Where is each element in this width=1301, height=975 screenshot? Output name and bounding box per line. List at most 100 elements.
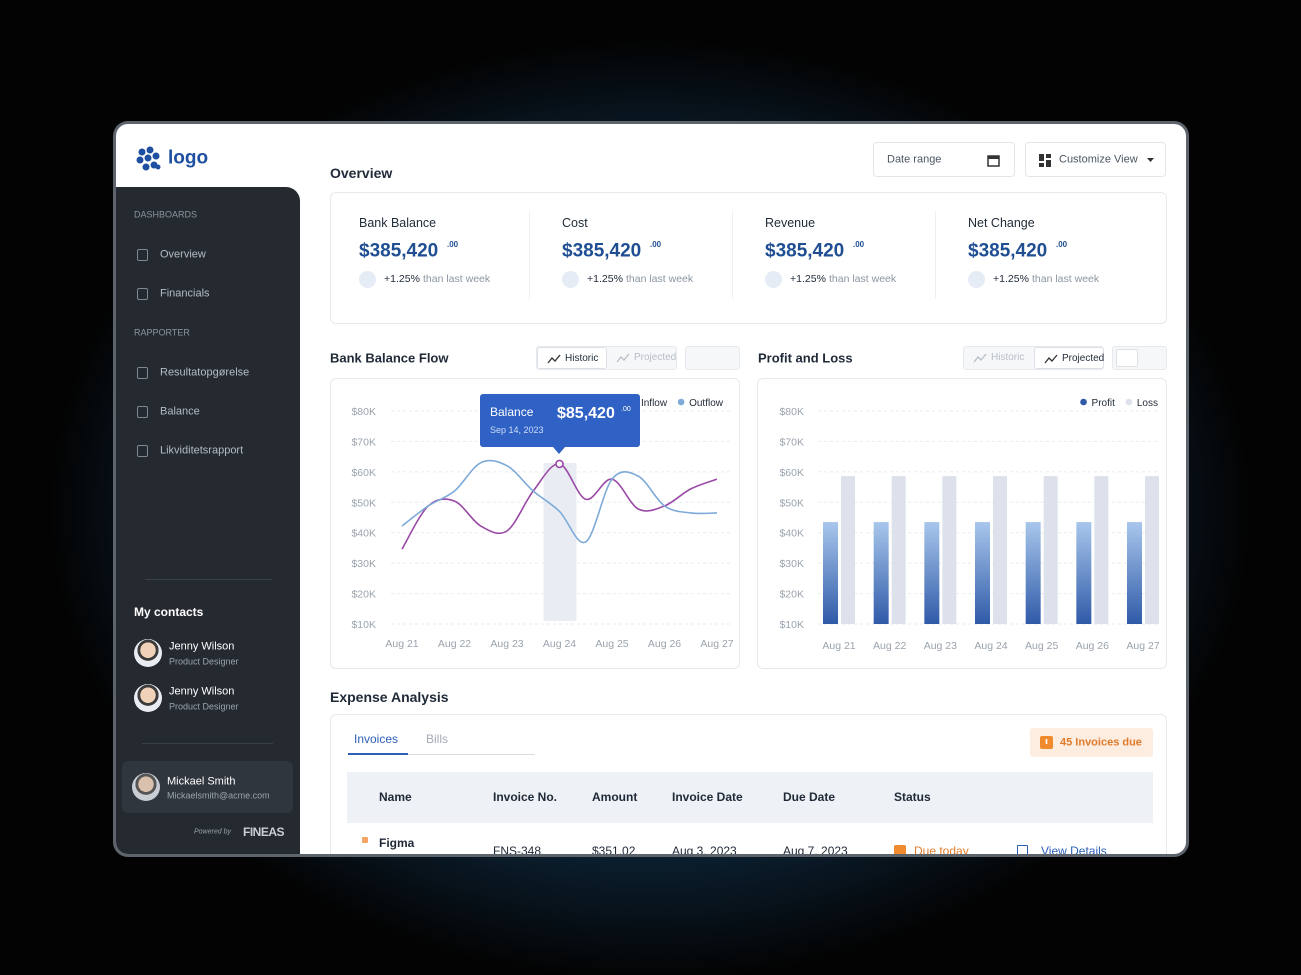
user-name: Mickael Smith [167,775,236,788]
user-email: Mickaelsmith@acme.com [167,790,270,801]
y-tick-label: $40K [779,528,804,540]
toggle-option[interactable]: Historic [964,347,1034,369]
bar [823,522,838,624]
legend-dot [1125,398,1133,406]
toggle-option[interactable]: Projected [607,347,677,369]
toggle-icon [1044,354,1058,364]
app-window: logo Overview Date range Customize View … [116,124,1186,854]
cell: Figma [379,836,415,850]
x-tick-label: Aug 22 [873,640,906,652]
kpi-change: +1.25% [587,272,623,285]
date-range-label: Date range [887,153,942,166]
chart-card: $10K $20K $30K $40K $50K $60K $70K $80K Aug 21 Au… [757,378,1167,669]
bar [975,522,990,624]
nav-icon [137,367,148,379]
calendar-icon [987,155,1000,167]
icon-line [1044,354,1058,364]
bar [841,476,855,624]
bar [891,476,906,624]
avatar [132,773,160,801]
bar [1043,476,1058,624]
icon-bar [695,349,717,367]
view-toggle[interactable]: Historic Projected [536,346,677,370]
y-tick-label: $10K [779,619,804,631]
hover-band [543,463,577,621]
chart-type-toggle[interactable] [685,346,740,370]
nav-item: Overview [160,248,206,261]
contact-role: Product Designer [169,701,239,712]
tooltip [480,394,640,454]
view-toggle[interactable]: Historic Projected [963,346,1104,370]
tab-underline [348,753,408,755]
column-header: Invoice No. [493,790,558,804]
kpi-note: than last week [626,272,694,285]
kpi-label: Bank Balance [359,215,437,230]
bar [942,476,957,624]
divider [145,579,272,580]
trend-icon [968,271,985,288]
chart-type-toggle[interactable] [1112,346,1167,370]
contacts-title: My contacts [134,605,204,619]
x-tick-label: Aug 26 [648,638,681,650]
nav-icon [137,406,148,418]
kpi-note: than last week [1032,272,1100,285]
chart-title: Bank Balance Flow [330,350,449,366]
nav-icon [137,288,148,300]
kpi-separator [529,211,530,299]
kpi-label: Cost [562,215,588,230]
table-header [347,772,1153,823]
status: Due today [914,844,969,854]
badge-icon [1040,736,1053,749]
caret [1147,158,1154,162]
kpi-cents: .00 [447,240,459,249]
divider [142,743,273,744]
nav-item: Likviditetsrapport [160,444,244,457]
kpi-change: +1.25% [384,272,420,285]
trend-icon [765,271,782,288]
invoices-badge: 45 Invoices due [1030,728,1153,757]
legend-label: Outflow [689,398,724,409]
x-tick-label: Aug 27 [700,638,733,650]
icon-bar [1116,349,1138,367]
tab: Invoices [354,732,399,746]
cell: $351.02 [592,844,636,854]
column-header: Status [894,790,931,804]
logo-text: logo [168,147,209,169]
tab-line [348,754,535,755]
cell: Aug 3, 2023 [672,844,737,854]
toggle-option[interactable]: Historic [537,347,607,369]
y-tick-label: $60K [351,467,376,479]
x-tick-label: Aug 22 [438,638,471,650]
toggle-icon [973,353,987,363]
y-tick-label: $30K [351,558,376,570]
x-tick-label: Aug 26 [1076,640,1109,652]
view-details[interactable]: View Details [1041,844,1107,854]
bar [1094,476,1109,624]
trend-icon [359,271,376,288]
toggle-icon [616,353,630,363]
x-tick-label: Aug 23 [924,640,957,652]
y-tick-label: $50K [351,497,376,509]
y-tick-label: $80K [779,406,804,418]
bar [993,476,1007,624]
kpi-value: $385,420 [765,240,845,262]
legend-dot [677,398,685,406]
kpi-cents: .00 [853,240,865,249]
date-range[interactable]: Date range [873,142,1015,177]
chart: $10K $20K $30K $40K $50K $60K $70K $80K Aug 21 Au… [779,398,1159,652]
kpi-card: Bank Balance $385,420.00 +1.25% than last w… [330,192,1167,324]
chart-card: $10K $20K $30K $40K $50K $60K $70K $80K Aug 21 Au… [330,378,740,669]
trend-icon [562,271,579,288]
toggle-icon [547,354,561,364]
x-tick-label: Aug 21 [385,638,418,650]
toggle-option[interactable]: Projected [1034,347,1104,369]
kpi-label: Net Change [968,215,1035,230]
tooltip-date: Sep 14, 2023 [490,425,544,435]
toggle-label: Historic [991,352,1025,363]
powered-by: Powered by [194,828,231,836]
point-marker [555,459,564,469]
kpi-note: than last week [423,272,491,285]
customize-view[interactable]: Customize View [1025,142,1166,177]
y-tick-label: $10K [351,619,376,631]
y-tick-label: $50K [779,497,804,509]
